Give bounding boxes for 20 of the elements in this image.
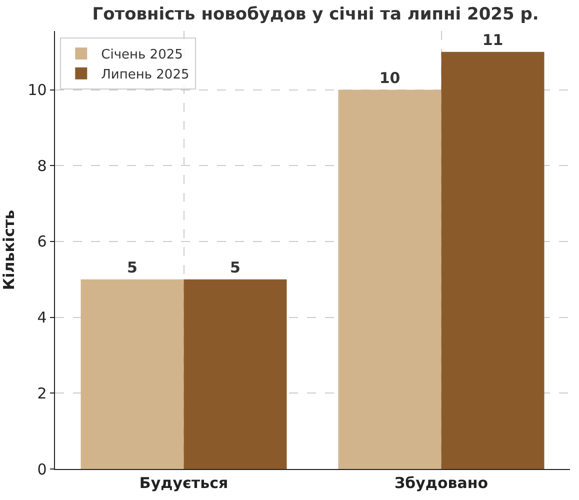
legend-label: Липень 2025	[101, 67, 190, 82]
bar	[184, 279, 287, 469]
x-tick-label: Збудовано	[394, 474, 488, 492]
y-axis-title: Кількість	[0, 210, 18, 290]
y-tick-label: 0	[37, 460, 47, 478]
y-tick-label: 10	[28, 81, 47, 100]
x-tick-label: Будується	[139, 474, 228, 492]
data-label: 5	[230, 258, 240, 276]
y-tick-label: 4	[37, 308, 47, 327]
bar	[441, 52, 544, 469]
y-tick-label: 2	[37, 384, 47, 402]
y-tick-label: 6	[37, 232, 47, 251]
legend-label: Січень 2025	[101, 48, 183, 63]
bar	[338, 90, 442, 469]
chart-title: Готовність новобудов у січні та липні 2025 р.	[92, 4, 539, 24]
y-tick-label: 8	[37, 156, 47, 175]
data-label: 10	[379, 68, 400, 87]
data-label: 11	[482, 30, 504, 49]
bar	[80, 279, 184, 469]
data-label: 5	[127, 258, 138, 276]
